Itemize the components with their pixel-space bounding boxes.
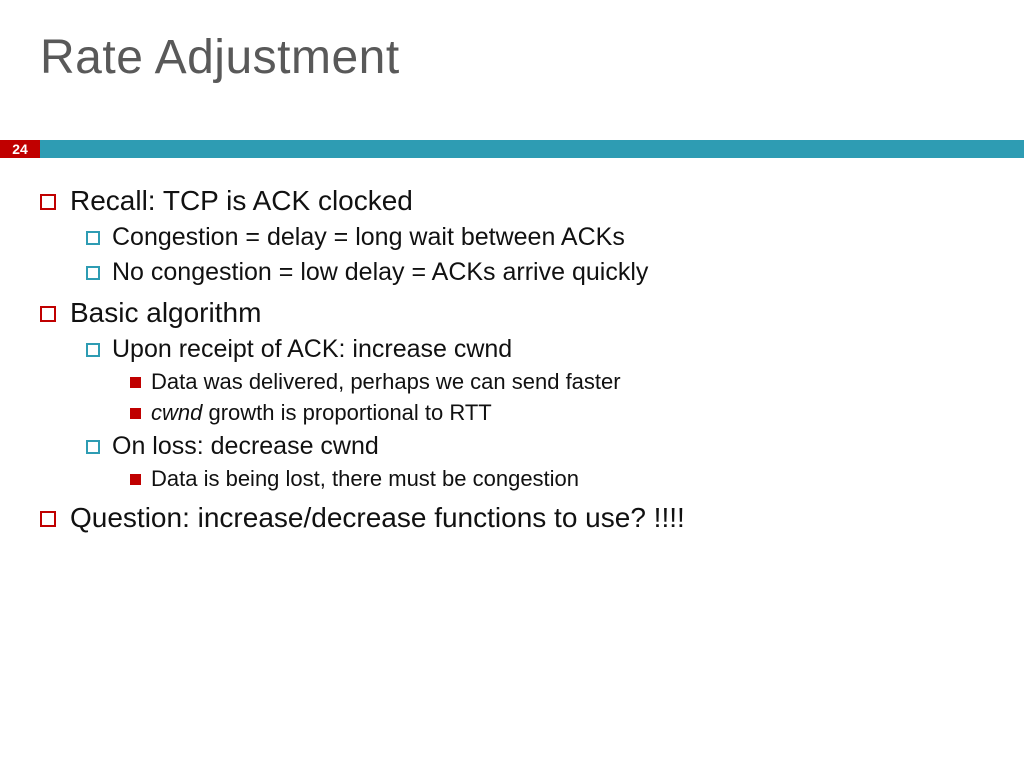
list-item: cwnd growth is proportional to RTT	[130, 400, 984, 426]
list-item: Upon receipt of ACK: increase cwnd Data …	[86, 335, 984, 426]
list-item: No congestion = low delay = ACKs arrive …	[86, 258, 984, 287]
square-bullet-icon	[130, 474, 141, 485]
square-bullet-icon	[86, 343, 100, 357]
page-number-badge: 24	[0, 140, 40, 158]
bullet-text: Basic algorithm	[70, 297, 261, 329]
bullet-text: Recall: TCP is ACK clocked	[70, 185, 413, 217]
bullet-list-level2: Upon receipt of ACK: increase cwnd Data …	[86, 335, 984, 492]
list-item: Data was delivered, perhaps we can send …	[130, 369, 984, 395]
bullet-list-level1: Recall: TCP is ACK clocked Congestion = …	[40, 185, 984, 534]
bullet-text: Upon receipt of ACK: increase cwnd	[112, 335, 512, 364]
square-bullet-icon	[40, 306, 56, 322]
list-item: Basic algorithm Upon receipt of ACK: inc…	[40, 297, 984, 492]
bullet-text: Data is being lost, there must be conges…	[151, 466, 579, 492]
square-bullet-icon	[86, 231, 100, 245]
bullet-text: Data was delivered, perhaps we can send …	[151, 369, 621, 395]
bullet-list-level3: Data is being lost, there must be conges…	[130, 466, 984, 492]
list-item: On loss: decrease cwnd Data is being los…	[86, 432, 984, 492]
bullet-text: cwnd growth is proportional to RTT	[151, 400, 492, 426]
list-item: Congestion = delay = long wait between A…	[86, 223, 984, 252]
slide-content: Recall: TCP is ACK clocked Congestion = …	[40, 175, 984, 544]
square-bullet-icon	[86, 440, 100, 454]
slide: Rate Adjustment 24 Recall: TCP is ACK cl…	[0, 0, 1024, 768]
slide-title: Rate Adjustment	[40, 30, 400, 85]
bullet-text: No congestion = low delay = ACKs arrive …	[112, 258, 648, 287]
bullet-list-level3: Data was delivered, perhaps we can send …	[130, 369, 984, 426]
square-bullet-icon	[86, 266, 100, 280]
list-item: Data is being lost, there must be conges…	[130, 466, 984, 492]
list-item: Recall: TCP is ACK clocked Congestion = …	[40, 185, 984, 287]
bullet-text: Congestion = delay = long wait between A…	[112, 223, 625, 252]
bullet-list-level2: Congestion = delay = long wait between A…	[86, 223, 984, 287]
square-bullet-icon	[40, 511, 56, 527]
square-bullet-icon	[130, 377, 141, 388]
title-underline-bar: 24	[0, 140, 1024, 158]
bullet-text-rest: growth is proportional to RTT	[202, 400, 491, 425]
italic-term: cwnd	[151, 400, 202, 425]
bullet-text: On loss: decrease cwnd	[112, 432, 379, 461]
bullet-text: Question: increase/decrease functions to…	[70, 502, 685, 534]
square-bullet-icon	[130, 408, 141, 419]
square-bullet-icon	[40, 194, 56, 210]
list-item: Question: increase/decrease functions to…	[40, 502, 984, 534]
accent-bar	[40, 140, 1024, 158]
